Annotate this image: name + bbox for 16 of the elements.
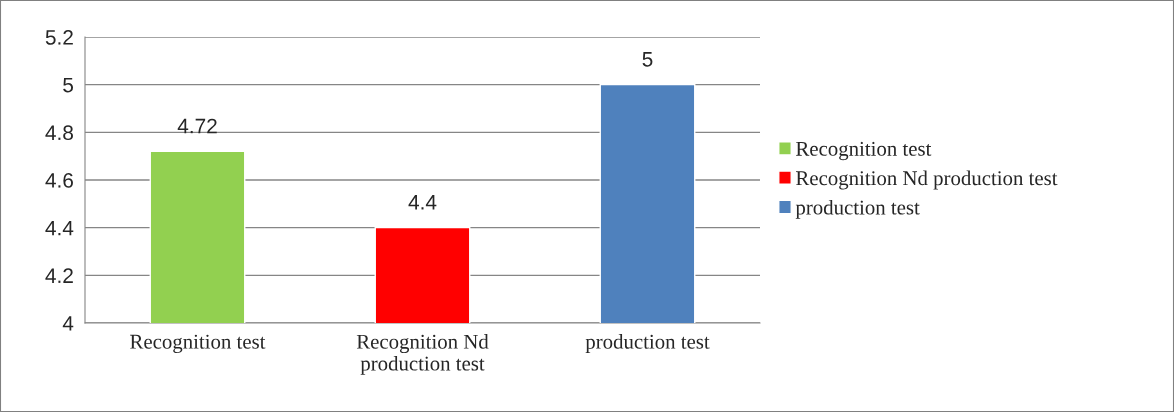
data-label: 4.4 bbox=[408, 195, 437, 210]
y-tick-label: 4.4 bbox=[45, 220, 74, 236]
y-tick-label: 5 bbox=[63, 77, 74, 93]
y-tick-label: 5.2 bbox=[45, 30, 73, 45]
x-tick-label: Recognition Nd production test bbox=[356, 334, 489, 375]
legend-label: Recognition Nd production test bbox=[796, 170, 1058, 190]
y-tick-label: 4.8 bbox=[45, 125, 73, 141]
x-tick-label: production test bbox=[585, 334, 710, 353]
y-tick-label: 4.6 bbox=[45, 173, 73, 188]
data-label: 5 bbox=[642, 52, 653, 67]
data-label: 4.72 bbox=[177, 118, 217, 134]
y-tick-label: 4 bbox=[62, 316, 74, 331]
x-tick-label: Recognition test bbox=[130, 334, 266, 353]
legend-label: production test bbox=[795, 199, 920, 219]
legend-label: Recognition test bbox=[796, 141, 932, 161]
y-tick-label: 4.2 bbox=[45, 268, 73, 283]
